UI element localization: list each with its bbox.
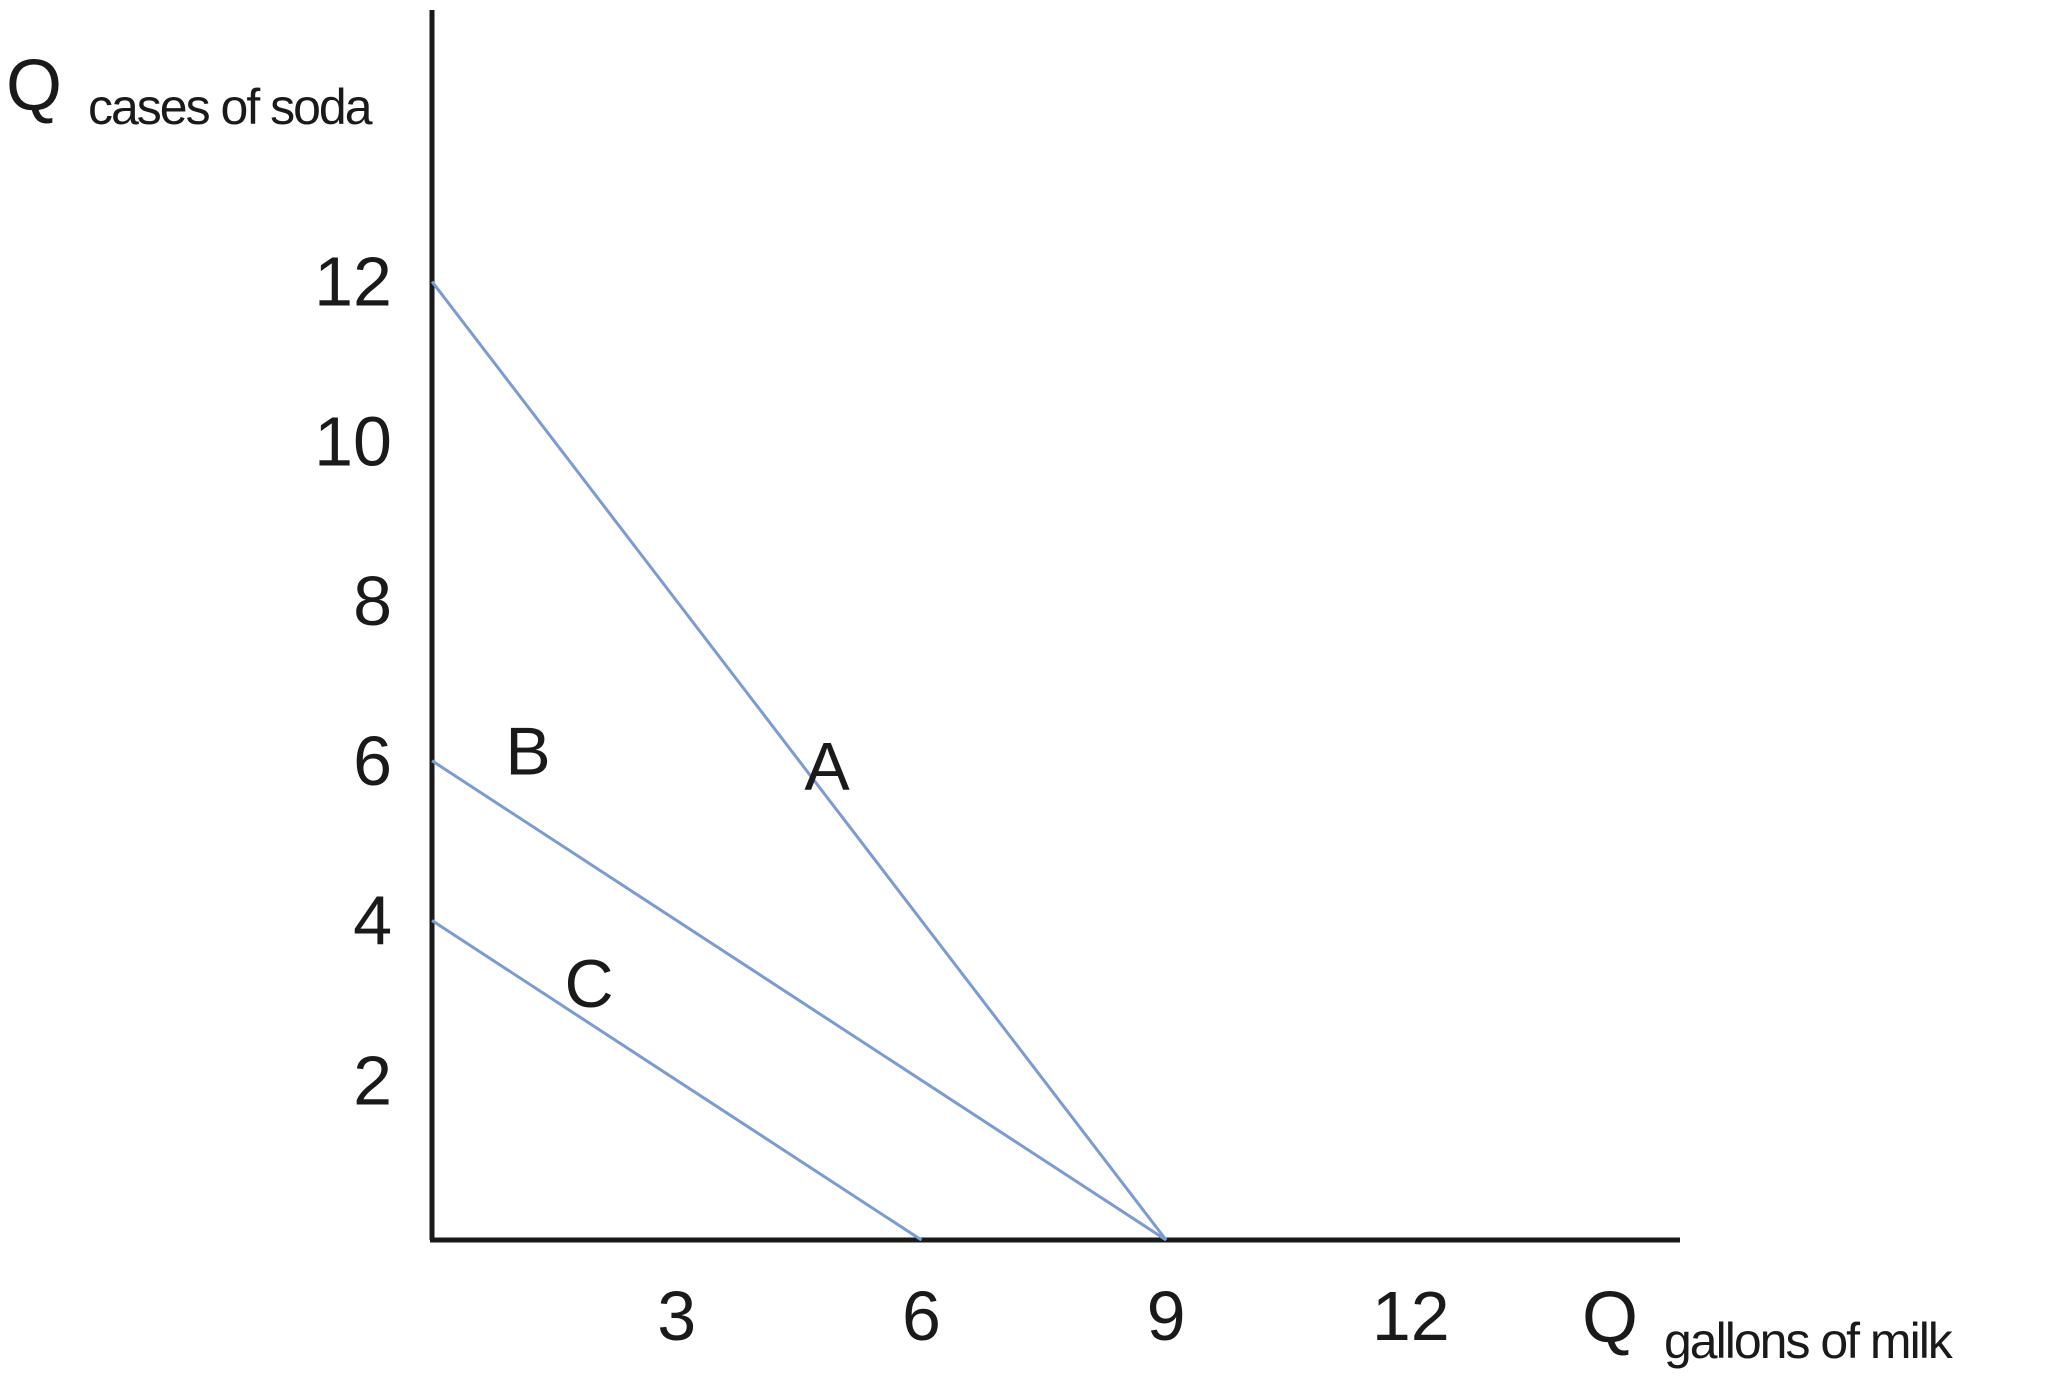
budget-lines bbox=[430, 280, 1168, 1242]
x-tick-label: 6 bbox=[902, 1277, 941, 1355]
x-axis-label-symbol: Q bbox=[1582, 1278, 1638, 1358]
budget-line-b bbox=[431, 759, 1167, 1242]
y-tick-label: 2 bbox=[353, 1041, 392, 1119]
y-tick-label: 8 bbox=[353, 562, 392, 640]
x-axis-label: Q gallons of milk bbox=[1582, 1278, 1956, 1369]
axes bbox=[429, 10, 1680, 1243]
x-tick-label: 12 bbox=[1372, 1277, 1450, 1355]
y-tick-label: 4 bbox=[353, 882, 392, 960]
y-axis-label-symbol: Q bbox=[6, 46, 62, 126]
budget-line-c bbox=[431, 919, 923, 1242]
y-axis-label-subscript: cases of soda bbox=[88, 79, 373, 135]
x-tick-label: 3 bbox=[657, 1277, 696, 1355]
x-axis-label-subscript: gallons of milk bbox=[1664, 1313, 1954, 1369]
series-label-c: C bbox=[564, 946, 613, 1022]
budget-line-a bbox=[430, 280, 1168, 1241]
x-tick-labels: 3 6 9 12 bbox=[657, 1277, 1450, 1355]
y-tick-label: 10 bbox=[314, 402, 392, 480]
y-tick-label: 12 bbox=[314, 243, 392, 321]
series-labels: A B C bbox=[505, 714, 850, 1022]
y-tick-labels: 2 4 6 8 10 12 bbox=[314, 243, 392, 1120]
series-label-a: A bbox=[804, 729, 850, 805]
x-tick-label: 9 bbox=[1147, 1277, 1186, 1355]
y-axis-label: Q cases of soda bbox=[6, 46, 375, 135]
series-label-b: B bbox=[505, 714, 550, 790]
y-tick-label: 6 bbox=[353, 722, 392, 800]
